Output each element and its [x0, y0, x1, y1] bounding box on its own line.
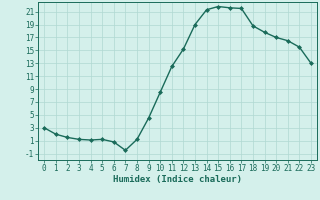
X-axis label: Humidex (Indice chaleur): Humidex (Indice chaleur) — [113, 175, 242, 184]
